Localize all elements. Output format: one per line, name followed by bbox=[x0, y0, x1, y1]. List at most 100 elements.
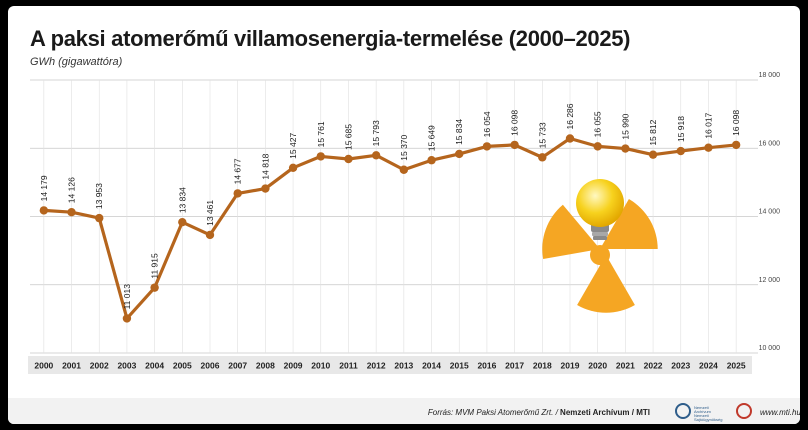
x-tick-label: 2024 bbox=[699, 361, 718, 371]
data-point bbox=[233, 189, 242, 198]
gridlines bbox=[30, 79, 758, 354]
nemzeti-archivum-logo-caption: Nemzeti Archívum Nemzeti Sajtóügynökség bbox=[694, 405, 723, 422]
data-point bbox=[731, 140, 741, 150]
data-point bbox=[565, 134, 575, 143]
data-point bbox=[427, 156, 436, 165]
data-point bbox=[95, 213, 104, 223]
x-tick-label: 2015 bbox=[450, 361, 469, 371]
data-point bbox=[288, 163, 298, 173]
data-point bbox=[205, 230, 215, 240]
data-label: 16 055 bbox=[593, 111, 603, 137]
x-tick-label: 2021 bbox=[616, 361, 635, 371]
data-label: 11 013 bbox=[122, 284, 132, 310]
x-tick-label: 2008 bbox=[256, 361, 275, 371]
radiation-blade-icon bbox=[577, 255, 635, 313]
x-tick-label: 2020 bbox=[588, 361, 607, 371]
data-label: 14 179 bbox=[39, 175, 49, 201]
data-label: 16 098 bbox=[510, 110, 520, 136]
x-tick-label: 2019 bbox=[561, 361, 580, 371]
data-label: 16 286 bbox=[565, 103, 575, 129]
radiation-core-icon bbox=[590, 245, 610, 265]
source-text: Forrás: MVM Paksi Atomerőmű Zrt. / Nemze… bbox=[428, 408, 650, 417]
data-point bbox=[538, 153, 547, 162]
data-labels: 14 179 14 126 13 953 11 013 11 915 13 834 13 4… bbox=[39, 103, 741, 309]
data-point bbox=[67, 208, 76, 217]
data-point bbox=[150, 283, 159, 292]
y-tick-label: 18 000 bbox=[759, 72, 781, 79]
data-label: 11 915 bbox=[150, 253, 160, 279]
data-label: 15 990 bbox=[620, 113, 630, 139]
data-point bbox=[676, 146, 685, 156]
x-tick-label: 2022 bbox=[644, 361, 663, 371]
series-line bbox=[42, 136, 738, 321]
data-label: 15 793 bbox=[371, 120, 381, 146]
x-tick-label: 2000 bbox=[34, 361, 53, 371]
data-point bbox=[482, 142, 492, 151]
y-tick-label: 12 000 bbox=[759, 277, 781, 284]
data-point bbox=[39, 206, 49, 215]
x-tick-label: 2005 bbox=[173, 361, 192, 371]
data-label: 13 834 bbox=[177, 187, 187, 213]
data-label: 15 834 bbox=[454, 119, 464, 145]
data-label: 14 126 bbox=[67, 177, 77, 203]
data-point bbox=[371, 151, 381, 160]
mti-logo-icon bbox=[736, 403, 752, 419]
x-tick-label: 2014 bbox=[422, 361, 441, 371]
radiation-blade-icon bbox=[542, 204, 600, 260]
x-axis: 2000 2001 2002 2003 2004 2005 2006 2007 2008 2009… bbox=[28, 356, 752, 374]
x-tick-label: 2016 bbox=[477, 361, 496, 371]
data-point bbox=[510, 140, 519, 150]
x-tick-label: 2018 bbox=[533, 361, 552, 371]
radiation-blade-icon bbox=[600, 199, 658, 249]
y-tick-label: 10 000 bbox=[759, 345, 781, 352]
chart-card: A paksi atomerőmű villamosenergia-termel… bbox=[8, 6, 800, 424]
nemzeti-archivum-logo-icon bbox=[675, 403, 691, 419]
data-label: 13 953 bbox=[94, 183, 104, 209]
x-tick-label: 2004 bbox=[145, 361, 164, 371]
data-label: 15 685 bbox=[343, 124, 353, 150]
data-label: 15 370 bbox=[399, 134, 409, 160]
x-tick-label: 2002 bbox=[90, 361, 109, 371]
data-point bbox=[316, 152, 325, 161]
data-point bbox=[344, 154, 353, 164]
x-tick-label: 2017 bbox=[505, 361, 524, 371]
x-tick-label: 2011 bbox=[339, 361, 358, 371]
x-tick-label: 2006 bbox=[201, 361, 220, 371]
data-label: 15 761 bbox=[316, 121, 326, 147]
source-label: Forrás: MVM Paksi Atomerőmű Zrt. / bbox=[427, 408, 561, 417]
chart-subtitle: GWh (gigawattóra) bbox=[30, 56, 123, 68]
data-point bbox=[178, 217, 187, 227]
x-tick-label: 2012 bbox=[367, 361, 386, 371]
data-point bbox=[593, 142, 602, 151]
data-point bbox=[648, 150, 658, 159]
data-label: 15 918 bbox=[676, 116, 686, 142]
data-point bbox=[122, 314, 132, 323]
data-point bbox=[704, 143, 713, 152]
data-label: 14 818 bbox=[260, 153, 270, 179]
line-chart: 10 000 12 000 14 000 16 000 18 000 2000 2001 2… bbox=[28, 72, 781, 374]
data-label: 13 461 bbox=[205, 200, 215, 226]
series-line-path bbox=[42, 136, 738, 321]
data-point bbox=[455, 149, 464, 159]
y-axis: 10 000 12 000 14 000 16 000 18 000 bbox=[759, 72, 781, 352]
y-tick-label: 16 000 bbox=[759, 140, 781, 147]
x-axis-band bbox=[28, 356, 752, 374]
website-link[interactable]: www.mti.hu bbox=[760, 408, 800, 417]
x-tick-label: 2007 bbox=[228, 361, 247, 371]
data-label: 16 017 bbox=[703, 112, 713, 138]
data-point bbox=[261, 184, 270, 193]
x-tick-label: 2009 bbox=[284, 361, 303, 371]
y-tick-label: 14 000 bbox=[759, 209, 781, 216]
source-bar bbox=[8, 398, 800, 424]
x-tick-label: 2001 bbox=[62, 361, 81, 371]
data-points bbox=[39, 134, 741, 323]
radiation-bulb-icon bbox=[542, 179, 658, 313]
light-bulb-icon bbox=[576, 179, 624, 227]
x-tick-label: 2010 bbox=[311, 361, 330, 371]
data-label: 16 054 bbox=[482, 111, 492, 137]
data-point bbox=[621, 144, 630, 153]
data-label: 16 098 bbox=[731, 110, 741, 136]
x-tick-label: 2023 bbox=[671, 361, 690, 371]
data-point bbox=[399, 165, 409, 174]
x-tick-label: 2025 bbox=[727, 361, 746, 371]
